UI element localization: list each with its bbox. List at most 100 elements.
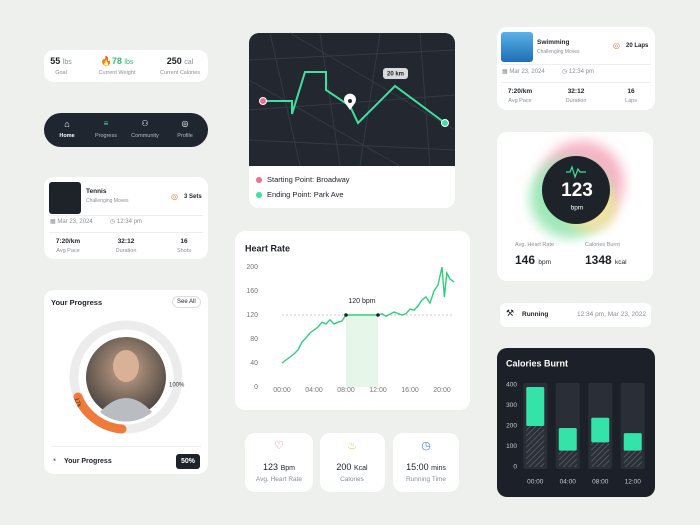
y-tick-label: 0 xyxy=(513,464,517,471)
chart-title: Heart Rate xyxy=(245,243,290,253)
map-end: Ending Point: Park Ave xyxy=(267,190,344,199)
x-tick-label: 08:00 xyxy=(592,479,609,486)
nav-icon[interactable]: ≡ xyxy=(103,119,109,128)
bar xyxy=(558,428,577,451)
y-tick-label: 0 xyxy=(254,384,258,391)
time: ◷ 12:34 pm xyxy=(110,219,142,225)
map-start: Starting Point: Broadway xyxy=(267,175,350,184)
metric-label: Duration xyxy=(115,248,137,254)
badge: 20 Laps xyxy=(626,43,649,49)
stat-value: 78 xyxy=(111,56,122,66)
monitor-unit: kcal xyxy=(615,259,627,266)
percent: 50% xyxy=(176,454,201,469)
metric-value: 16 xyxy=(180,238,188,245)
date: ▦ Mar 23, 2024 xyxy=(502,69,545,75)
metric-value: 32:12 xyxy=(117,238,135,245)
y-tick-label: 200 xyxy=(246,264,258,271)
summary-value: 200 Kcal xyxy=(317,463,387,473)
monitor-unit: bpm xyxy=(538,259,552,266)
activity-subtitle: Challenging Moves xyxy=(86,198,129,204)
nav-item[interactable]: Home xyxy=(59,133,75,139)
bpm-unit: bpm xyxy=(571,205,584,212)
date: ▦ Mar 23, 2024 xyxy=(50,219,93,225)
start-dot xyxy=(259,97,267,105)
stats-card xyxy=(44,50,208,82)
stat-label: Goal xyxy=(55,70,67,76)
bpm-value: 123 xyxy=(561,180,593,201)
map-pin-dot xyxy=(348,99,352,103)
y-tick-label: 40 xyxy=(250,360,258,367)
bar xyxy=(623,450,642,467)
route xyxy=(263,71,446,125)
avatar-face xyxy=(113,350,139,382)
divider xyxy=(501,82,651,83)
x-tick-label: 04:00 xyxy=(305,387,323,394)
bpm-circle xyxy=(542,156,610,224)
footer-title: Your Progress xyxy=(64,458,112,465)
activity-title: Tennis xyxy=(86,188,107,195)
time-text: 12:34 pm xyxy=(568,69,594,75)
nav-icon[interactable]: ◎ xyxy=(181,119,189,128)
metric-label: Shots xyxy=(176,248,192,254)
divider xyxy=(49,232,203,233)
ring-start-label: 17k xyxy=(73,397,82,409)
nav-item[interactable]: Community xyxy=(131,133,159,139)
y-tick-label: 120 xyxy=(246,312,258,319)
thumbnail xyxy=(49,182,81,214)
badge: 3 Sets xyxy=(184,194,202,200)
nav-item[interactable]: Progress xyxy=(94,133,117,139)
nav-icon[interactable]: ⚇ xyxy=(141,119,149,128)
stat-unit: cal xyxy=(184,59,194,66)
distance-tag xyxy=(383,68,408,79)
y-tick-label: 100 xyxy=(506,443,517,450)
metric-value: 7:20/km xyxy=(507,88,533,95)
y-tick-label: 300 xyxy=(506,402,517,409)
monitor-value: 1348 xyxy=(585,253,612,267)
metric-label: Avg Pace xyxy=(508,98,532,104)
summary-icon: ◷ xyxy=(421,440,431,452)
y-tick-label: 400 xyxy=(506,382,517,389)
metric-label: Laps xyxy=(625,98,637,104)
monitor-stat: 146 bpm xyxy=(515,254,551,267)
nav-icon[interactable]: ⌂ xyxy=(64,119,70,129)
thumbnail xyxy=(501,32,533,62)
bar xyxy=(591,417,610,443)
summary-number: 15:00 xyxy=(406,462,429,472)
legend-dot xyxy=(256,192,262,198)
divider xyxy=(49,215,203,216)
activity-title: Swimming xyxy=(537,39,570,46)
stat-label: Current Weight xyxy=(98,70,136,76)
avatar-shirt xyxy=(100,398,152,422)
summary-card xyxy=(393,433,459,492)
monitor-label: Avg. Heart Rate xyxy=(515,242,555,248)
heart-rate-line xyxy=(281,266,455,364)
stat-value: 250 xyxy=(166,56,182,66)
stat-label: Current Calories xyxy=(159,70,201,76)
running-time: 12:34 pm, Mar 23, 2022 xyxy=(577,311,647,318)
metric-label: Avg Pace xyxy=(56,248,80,254)
summary-label: Running Time xyxy=(405,476,447,483)
bar xyxy=(591,442,610,467)
x-tick-label: 00:00 xyxy=(273,387,291,394)
metric-value: 32:12 xyxy=(567,88,585,95)
annotation-dot xyxy=(376,313,380,317)
stat: 250 cal xyxy=(145,56,215,67)
monitor-stat: 1348 kcal xyxy=(585,254,627,267)
stat-value: 55 xyxy=(50,56,61,66)
see-all[interactable]: See All xyxy=(172,296,201,308)
ring-progress xyxy=(73,392,127,434)
summary-icon: ♨ xyxy=(347,440,357,452)
x-tick-label: 12:00 xyxy=(625,479,642,486)
summary-unit: Kcal xyxy=(353,465,368,472)
time-text: 12:34 pm xyxy=(116,219,142,225)
x-tick-label: 12:00 xyxy=(369,387,387,394)
summary-value: 15:00 mins xyxy=(391,462,461,473)
bar xyxy=(558,450,577,467)
date-text: Mar 23, 2024 xyxy=(509,69,545,75)
divider xyxy=(51,446,201,447)
summary-label: Avg. Heart Rate xyxy=(255,476,303,483)
badge-icon: ◎ xyxy=(613,41,620,50)
nav-item[interactable]: Profile xyxy=(177,133,193,139)
metric-value: 16 xyxy=(627,88,635,95)
